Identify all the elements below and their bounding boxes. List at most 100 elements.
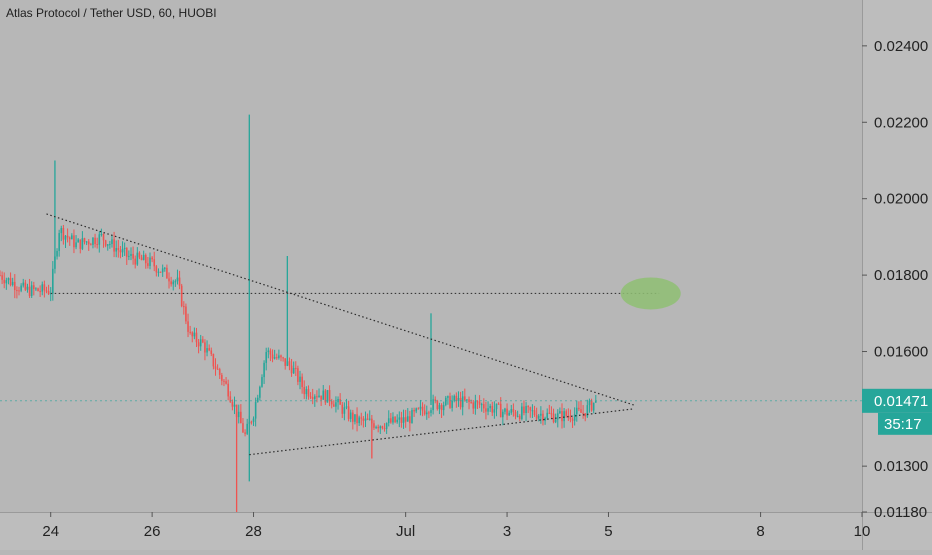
candle-body (64, 235, 67, 240)
candle-body (3, 279, 6, 284)
candle-body (455, 395, 458, 402)
candle-body (440, 405, 443, 411)
candle-body (71, 235, 73, 240)
candle-body (132, 253, 134, 259)
candle-body (90, 244, 92, 246)
candle-body (102, 233, 105, 241)
candle-body (352, 412, 354, 422)
candle-body (318, 395, 320, 398)
candle-body (571, 419, 574, 421)
candle-body (322, 390, 325, 400)
candle-body (299, 376, 301, 382)
y-tick-label: 0.01300 (874, 458, 928, 475)
candle-body (565, 411, 568, 416)
candle-body (316, 396, 318, 398)
candle-body (375, 426, 377, 428)
candle-body (533, 410, 536, 415)
candle-body (26, 286, 29, 290)
candle-body (273, 357, 276, 359)
candle-body (250, 421, 253, 423)
candle-body (580, 409, 582, 413)
candle-body (337, 399, 339, 403)
candle-body (117, 248, 120, 251)
candle-body (373, 423, 375, 428)
candle-body (535, 414, 538, 419)
candle-body (288, 361, 291, 366)
candle-body (592, 402, 595, 411)
candle-body (163, 267, 166, 269)
candle-body (487, 408, 489, 412)
candle-body (119, 250, 122, 253)
candle-body (128, 255, 130, 257)
candle-body (197, 342, 200, 347)
x-tick-label: 28 (245, 523, 262, 540)
candle-body (149, 257, 151, 266)
candle-body (529, 407, 532, 411)
candle-body (483, 404, 485, 409)
x-tick-label: 8 (756, 523, 764, 540)
candle-body (311, 397, 314, 399)
candle-body (123, 247, 126, 249)
candle-body (537, 415, 540, 419)
candle-body (495, 403, 498, 410)
candle-body (35, 288, 37, 290)
candle-body (588, 400, 591, 406)
candle-body (385, 423, 388, 429)
candle-body (187, 321, 189, 332)
candle-body (554, 419, 557, 423)
candle-body (419, 406, 422, 409)
y-tick-label: 0.01800 (874, 267, 928, 284)
candle-body (516, 415, 519, 417)
candle-body (548, 412, 551, 414)
candle-body (92, 237, 94, 245)
candle-body (233, 404, 236, 407)
candle-body (556, 413, 559, 420)
x-tick-label: 24 (42, 523, 59, 540)
candle-body (313, 396, 316, 399)
candle-body (330, 401, 333, 405)
candle-body (275, 357, 278, 359)
candle-body (345, 406, 348, 408)
candle-body (307, 389, 310, 397)
candle-body (421, 406, 424, 411)
candle-body (506, 408, 508, 416)
candle-body (225, 381, 227, 384)
candle-body (30, 285, 33, 297)
candle-body (218, 369, 221, 375)
candle-body (453, 395, 456, 401)
candle-body (508, 412, 510, 416)
candle-body (41, 284, 44, 292)
candle-body (470, 402, 472, 404)
candle-body (75, 242, 77, 248)
candle-body (430, 410, 432, 413)
time-axis-panel (0, 512, 932, 550)
candle-body (138, 252, 141, 258)
candle-body (423, 410, 426, 415)
candle-body (153, 259, 156, 267)
candle-body (381, 426, 384, 429)
candle-body (518, 415, 521, 419)
candle-body (106, 244, 109, 246)
candle-body (360, 417, 363, 419)
candle-body (87, 241, 90, 245)
candle-body (37, 288, 39, 292)
candle-body (333, 404, 335, 407)
candle-body (280, 355, 282, 358)
y-tick-label: 0.02200 (874, 114, 928, 131)
candle-body (546, 412, 549, 418)
candle-body (185, 306, 187, 322)
candle-body (474, 401, 477, 409)
target-ellipse (620, 277, 681, 310)
candle-body (22, 282, 25, 286)
candle-body (18, 290, 20, 292)
candle-body (594, 400, 597, 403)
candle-body (472, 402, 475, 409)
candle-body (183, 306, 185, 308)
candle-body (136, 252, 139, 265)
candle-body (159, 271, 162, 273)
candle-body (425, 412, 428, 415)
candle-body (176, 277, 179, 282)
candle-body (563, 411, 565, 422)
